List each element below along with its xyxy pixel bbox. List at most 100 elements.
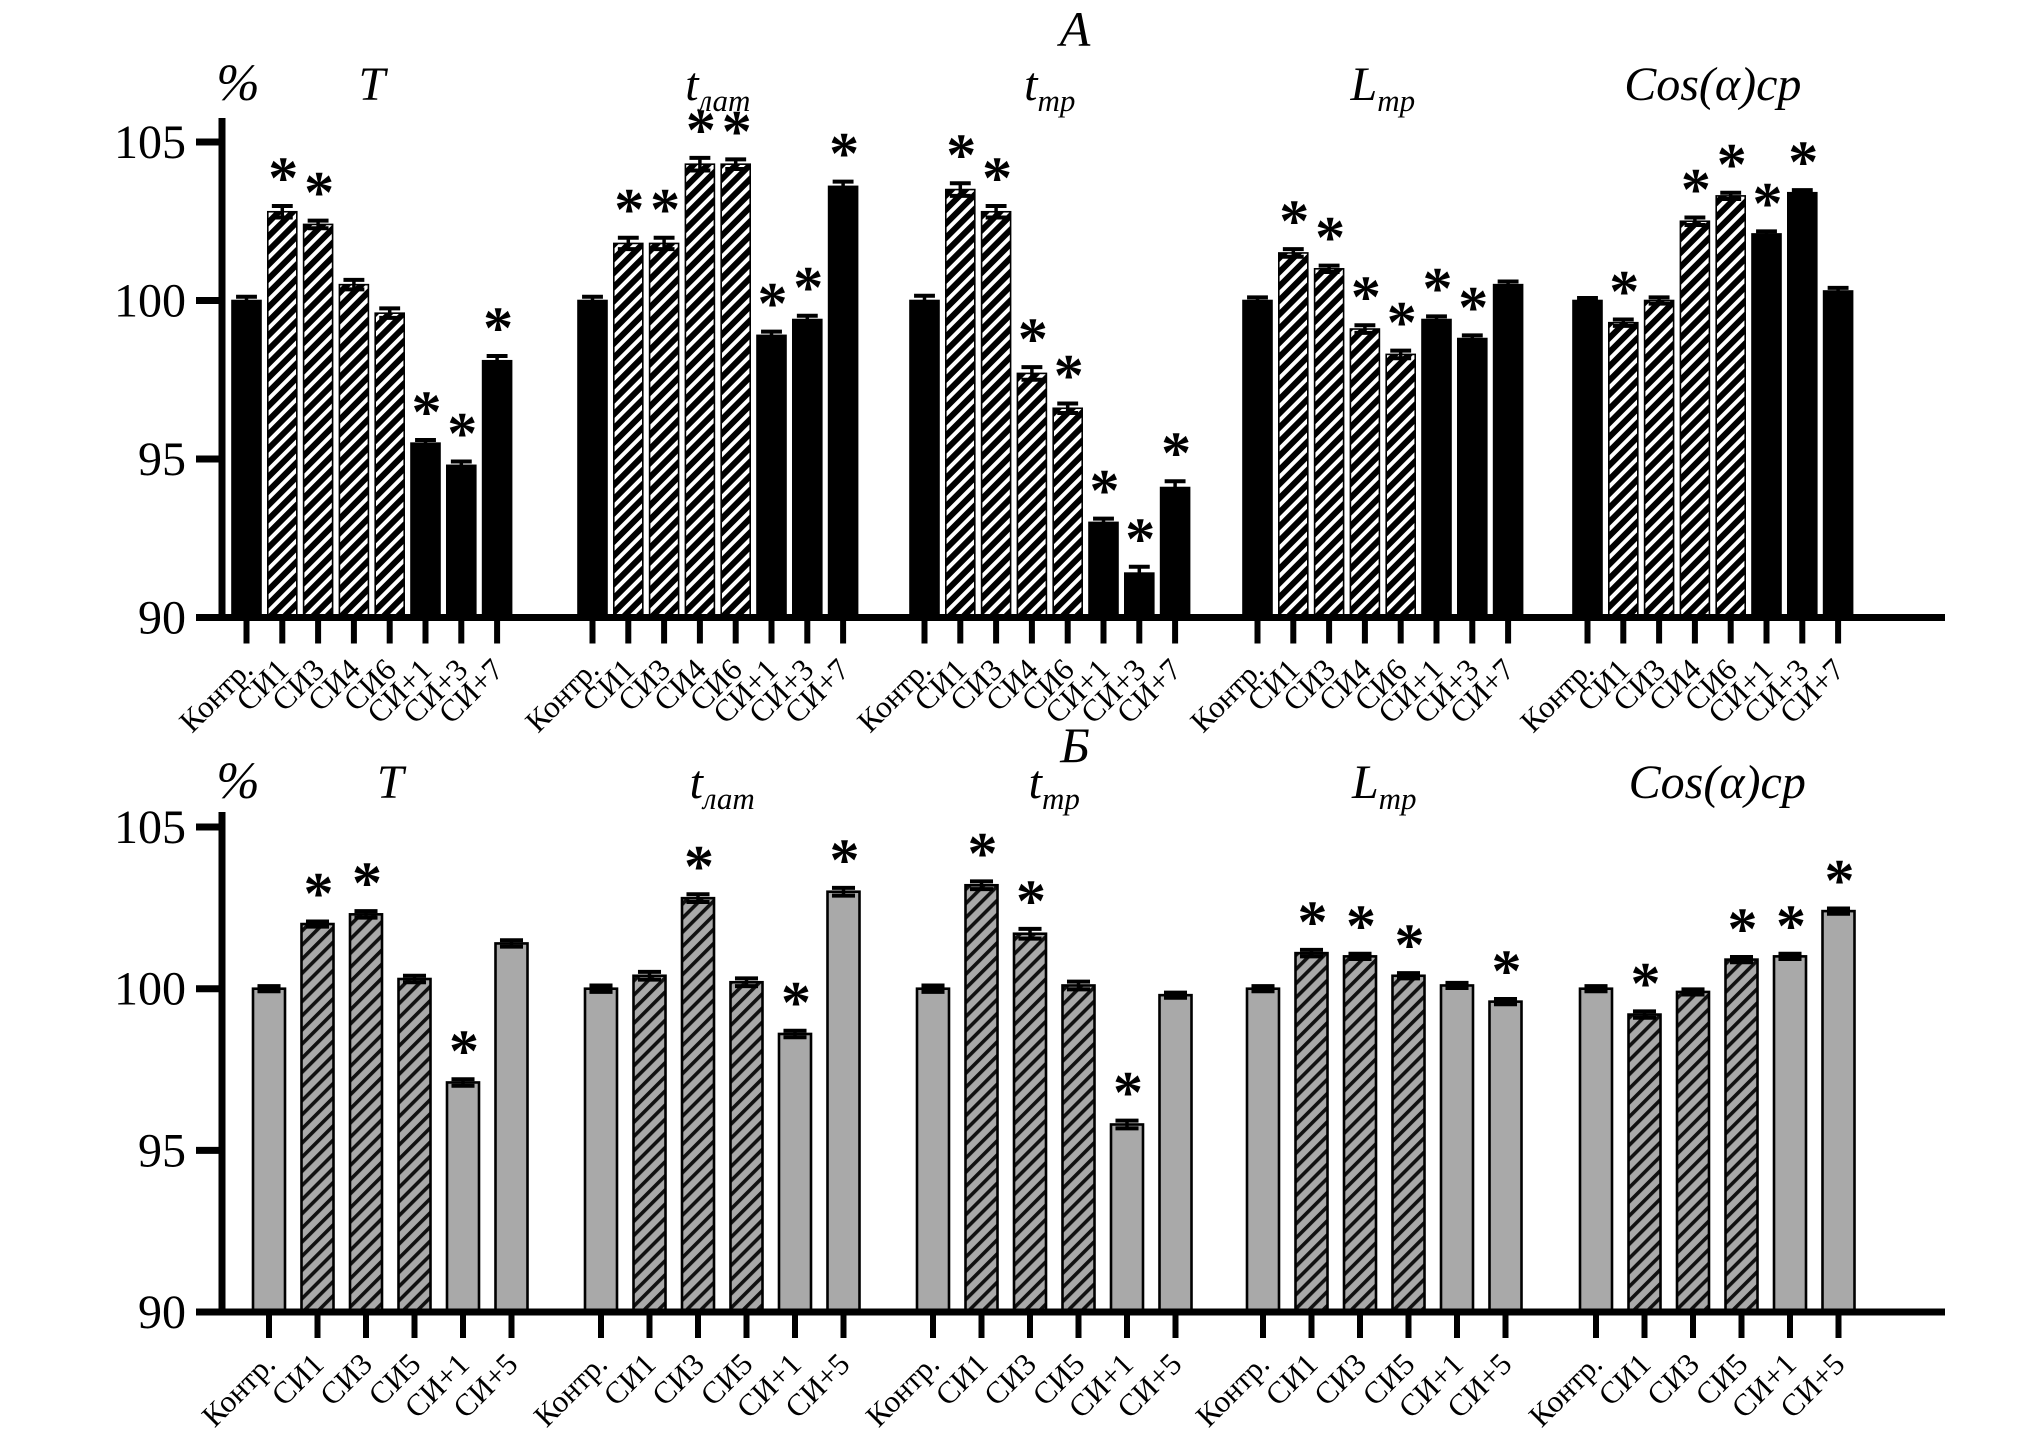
bar [791, 318, 823, 621]
bar [1313, 267, 1345, 621]
bar [1572, 299, 1603, 621]
significance-asterisk: * [1728, 896, 1758, 962]
bar [1061, 984, 1096, 1316]
significance-asterisk: * [1492, 938, 1522, 1004]
significance-asterisk: * [650, 177, 680, 243]
bar [1822, 290, 1854, 621]
bar [1679, 220, 1711, 621]
significance-asterisk: * [268, 145, 298, 211]
significance-asterisk: * [830, 827, 860, 893]
y-tick-label: 90 [138, 592, 186, 645]
bar [1349, 328, 1381, 621]
significance-asterisk: * [946, 122, 976, 188]
bar [756, 334, 787, 621]
bar [915, 987, 951, 1316]
significance-asterisk: * [304, 860, 334, 926]
group-label: Lтр [1351, 756, 1417, 816]
bar [1242, 299, 1273, 621]
bar [251, 987, 287, 1316]
bar [1245, 987, 1281, 1316]
bar [1159, 486, 1191, 621]
bar [302, 223, 334, 621]
significance-asterisk: * [781, 970, 811, 1036]
bar [338, 283, 370, 621]
y-tick-label: 95 [138, 433, 186, 486]
bar [826, 890, 861, 1316]
significance-asterisk: * [968, 820, 998, 886]
significance-asterisk: * [1016, 868, 1046, 934]
bar [1421, 318, 1452, 621]
significance-asterisk: * [412, 379, 442, 445]
bar [1724, 958, 1759, 1316]
significance-asterisk: * [447, 401, 477, 467]
bar [1457, 337, 1488, 621]
bar [1278, 252, 1309, 621]
bar [1016, 372, 1048, 621]
bar [612, 242, 644, 621]
significance-asterisk: * [352, 850, 382, 916]
group-label: tтр [1024, 58, 1075, 118]
significance-asterisk: * [1423, 255, 1453, 321]
significance-asterisk: * [1054, 343, 1084, 409]
bar [583, 987, 619, 1316]
bar [964, 883, 999, 1316]
bar [944, 188, 976, 621]
bar [909, 299, 940, 621]
bar [729, 980, 764, 1316]
bar [410, 442, 441, 621]
bar [1787, 191, 1818, 621]
bar [1158, 993, 1193, 1316]
group-label: T [358, 58, 388, 111]
significance-asterisk: * [722, 98, 752, 164]
significance-asterisk: * [449, 1018, 479, 1084]
bar [1715, 195, 1746, 621]
panel-А: Контр.*СИ1*СИ3СИ4СИ6*СИ+1*СИ+3*СИ+7TКонт… [114, 1, 1945, 739]
y-tick-label: 100 [114, 963, 186, 1016]
significance-asterisk: * [1788, 129, 1818, 195]
bar [1391, 974, 1426, 1316]
significance-asterisk: * [684, 833, 714, 899]
significance-asterisk: * [1717, 132, 1747, 198]
bar [632, 974, 667, 1316]
significance-asterisk: * [793, 255, 823, 321]
bar [1643, 299, 1675, 621]
significance-asterisk: * [1315, 205, 1345, 271]
bar [445, 464, 477, 621]
significance-asterisk: * [1387, 290, 1417, 356]
group-label: Cos(α)ср [1624, 58, 1801, 111]
bar [494, 942, 529, 1316]
bar [980, 210, 1012, 621]
bar [300, 922, 335, 1316]
y-axis-unit-label: % [216, 753, 259, 810]
significance-asterisk: * [1090, 458, 1120, 524]
bar [374, 312, 406, 621]
bar [348, 913, 384, 1316]
significance-asterisk: * [1776, 893, 1806, 959]
bar [1012, 932, 1048, 1316]
bar [1627, 1013, 1662, 1316]
bar [481, 359, 513, 621]
significance-asterisk: * [1458, 274, 1488, 340]
y-tick-label: 105 [114, 801, 186, 854]
group-label: Cos(α)ср [1629, 756, 1806, 809]
bar [720, 163, 752, 621]
significance-asterisk: * [829, 121, 859, 187]
bar [827, 185, 859, 621]
significance-asterisk: * [1279, 188, 1309, 254]
bar [680, 896, 716, 1316]
group-label: Lтр [1350, 58, 1416, 118]
group-label: tлат [690, 756, 755, 816]
bar [1088, 521, 1119, 621]
panel-title: А [1057, 1, 1091, 57]
significance-asterisk: * [1018, 306, 1048, 372]
significance-asterisk: * [1395, 912, 1425, 978]
bar [1578, 987, 1614, 1316]
significance-asterisk: * [1351, 264, 1381, 330]
bar [1821, 909, 1856, 1316]
bar [684, 163, 716, 621]
bar [1385, 353, 1416, 621]
y-tick-label: 95 [138, 1124, 186, 1177]
bar [266, 210, 298, 621]
